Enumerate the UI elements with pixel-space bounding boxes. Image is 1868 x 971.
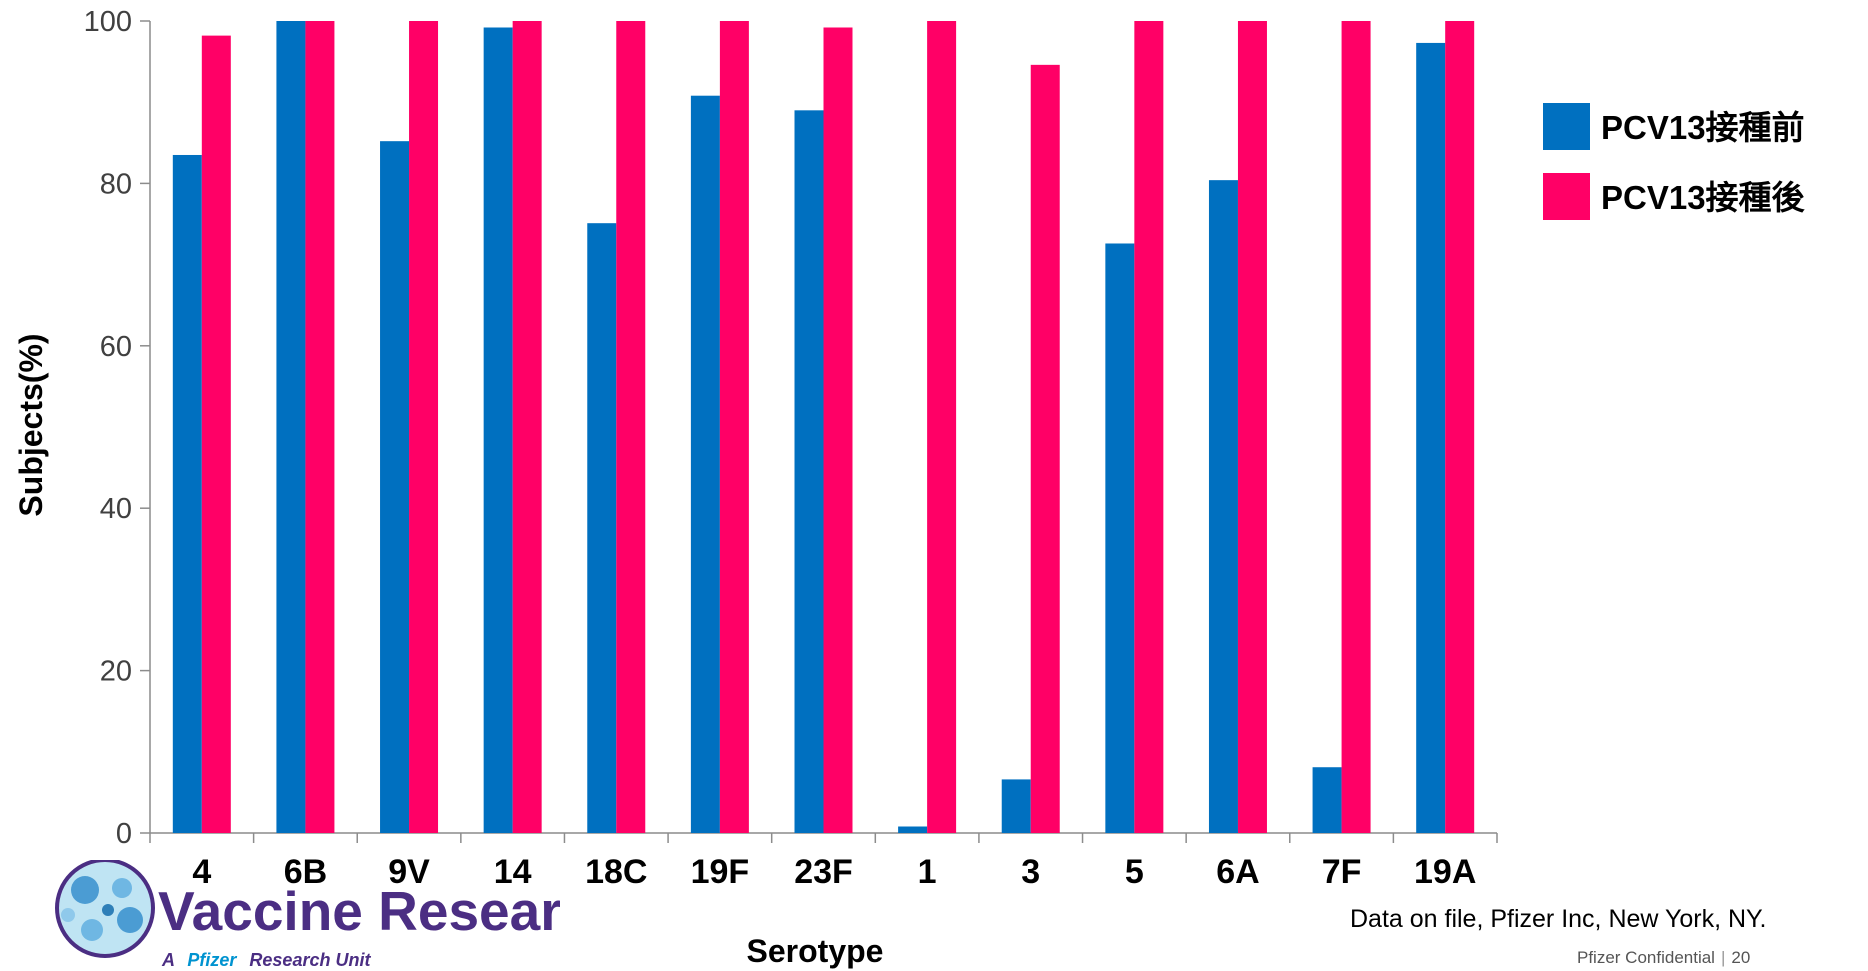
vaccine-research-logo: Vaccine Research A Pfizer Research Unit xyxy=(55,860,560,970)
x-tick-label-7F: 7F xyxy=(1322,853,1362,891)
x-tick-label-6A: 6A xyxy=(1216,853,1259,891)
page-number: 20 xyxy=(1731,948,1751,967)
bar-pre-6B xyxy=(276,21,306,833)
y-axis: 0 20 40 60 80 100 xyxy=(84,6,151,850)
bar-pre-23F xyxy=(794,110,824,833)
bar-post-14 xyxy=(512,21,542,833)
x-tick-label-4: 4 xyxy=(192,853,211,891)
source-note: Data on file, Pfizer Inc, New York, NY. xyxy=(1350,905,1767,933)
bar-post-1 xyxy=(927,21,957,833)
y-tick-label-40: 40 xyxy=(100,493,132,525)
bar-pre-6A xyxy=(1208,180,1238,834)
legend-label-2: PCV13接種後 xyxy=(1601,179,1806,216)
x-tick-label-6B: 6B xyxy=(284,853,327,891)
legend: PCV13接種前 PCV13接種後 xyxy=(1543,103,1806,220)
bar-pre-5 xyxy=(1105,243,1135,833)
x-tick-label-18C: 18C xyxy=(585,853,647,891)
bar-pre-14 xyxy=(483,27,513,834)
x-tick-label-14: 14 xyxy=(494,853,532,891)
bar-post-19F xyxy=(719,21,749,833)
logo-tagline-prefix: A xyxy=(161,950,174,970)
y-tick-label-0: 0 xyxy=(116,818,132,850)
bar-pre-4 xyxy=(172,154,202,834)
x-tick-label-5: 5 xyxy=(1125,853,1144,891)
y-tick-label-100: 100 xyxy=(84,6,132,38)
legend-label-1: PCV13接種前 xyxy=(1601,109,1805,146)
bar-pre-3 xyxy=(1001,779,1031,833)
confidential-label: Pfizer Confidential xyxy=(1577,948,1715,967)
bar-post-19A xyxy=(1445,21,1475,833)
x-tick-label-19F: 19F xyxy=(691,853,750,891)
bar-post-4 xyxy=(201,35,231,833)
bar-post-9V xyxy=(409,21,439,833)
bar-pre-1 xyxy=(898,826,928,833)
legend-swatch-2 xyxy=(1543,173,1590,220)
bar-post-5 xyxy=(1134,21,1164,833)
bar-post-6A xyxy=(1237,21,1267,833)
y-tick-label-80: 80 xyxy=(100,168,132,200)
x-tick-label-23F: 23F xyxy=(794,853,853,891)
logo-brand: Pfizer xyxy=(187,950,237,970)
bar-pre-7F xyxy=(1312,767,1342,833)
bar-pre-19F xyxy=(690,95,720,834)
logo-wordmark: Vaccine Research xyxy=(158,880,560,942)
legend-swatch-1 xyxy=(1543,103,1590,150)
confidential-footer: Pfizer Confidential | 20 xyxy=(1577,948,1751,967)
bar-pre-19A xyxy=(1416,42,1446,833)
bar-pre-9V xyxy=(380,141,410,833)
x-tick-label-9V: 9V xyxy=(388,853,430,891)
x-tick-label-19A: 19A xyxy=(1414,853,1476,891)
bar-series xyxy=(172,21,1475,834)
x-axis: 4 6B 9V 14 18C 19F 23F 1 3 5 6A 7F 19A xyxy=(149,832,1498,891)
bar-post-23F xyxy=(823,27,853,834)
bar-post-3 xyxy=(1030,64,1060,833)
x-tick-label-1: 1 xyxy=(918,853,937,891)
bar-pre-18C xyxy=(587,223,617,834)
y-tick-label-60: 60 xyxy=(100,331,132,363)
svg-text:A Pfizer Research Unit: A Pfizer Research Unit xyxy=(161,950,371,970)
bar-post-18C xyxy=(616,21,646,833)
y-tick-label-20: 20 xyxy=(100,656,132,688)
x-tick-label-3: 3 xyxy=(1021,853,1040,891)
virus-globe-icon xyxy=(55,860,155,958)
y-axis-title: Subjects(%) xyxy=(13,333,49,516)
bar-post-7F xyxy=(1341,21,1371,833)
logo-tagline-suffix: Research Unit xyxy=(249,950,371,970)
bar-post-6B xyxy=(305,21,335,833)
x-axis-title: Serotype xyxy=(747,933,884,969)
